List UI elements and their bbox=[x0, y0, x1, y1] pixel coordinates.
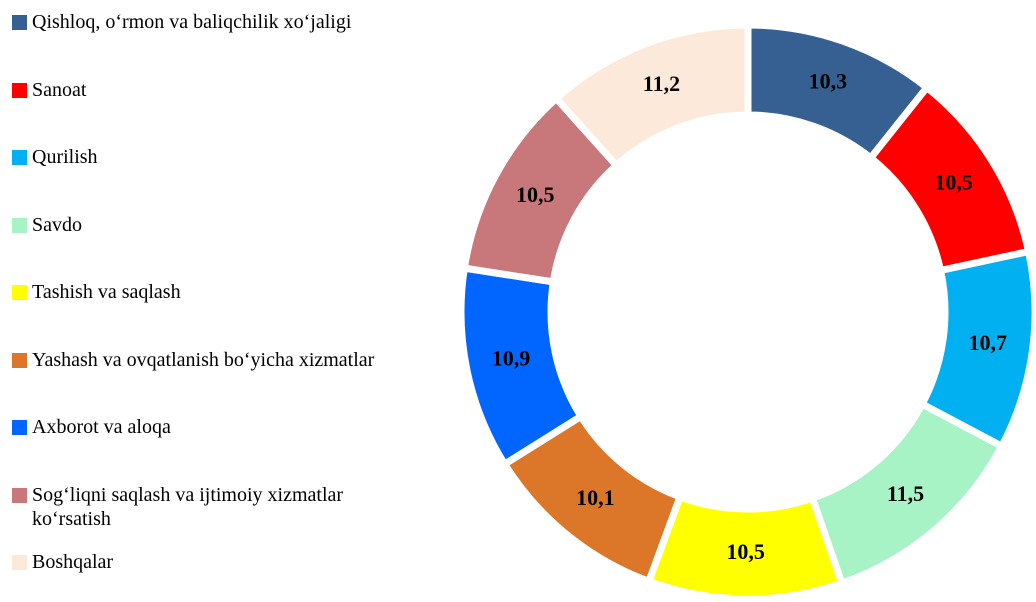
legend-swatch bbox=[12, 285, 27, 300]
legend-label: Boshqalar bbox=[32, 551, 114, 573]
legend-item: Qurilish bbox=[12, 145, 392, 169]
data-label: 10,5 bbox=[726, 539, 765, 564]
legend-swatch bbox=[12, 150, 27, 165]
legend-item: Boshqalar bbox=[12, 550, 392, 574]
legend-label: Sanoat bbox=[32, 78, 87, 101]
legend-label: Axborot va aloqa bbox=[32, 416, 171, 438]
legend-label: Savdo bbox=[32, 213, 82, 236]
data-label: 10,5 bbox=[934, 169, 973, 194]
legend-swatch bbox=[12, 555, 27, 570]
legend-item: Savdo bbox=[12, 213, 392, 237]
data-label: 10,5 bbox=[516, 182, 555, 207]
data-label: 11,5 bbox=[887, 481, 924, 506]
data-label: 11,2 bbox=[643, 71, 680, 96]
legend-item: Tashish va saqlash bbox=[12, 280, 392, 304]
legend-swatch bbox=[12, 82, 27, 98]
data-label: 10,3 bbox=[809, 69, 848, 94]
donut-segment bbox=[551, 21, 752, 171]
legend-item: Sog‘liqni saqlash va ijtimoiy xizmatlar … bbox=[12, 483, 392, 531]
legend-swatch bbox=[12, 15, 27, 30]
legend-label: Sog‘liqni saqlash va ijtimoiy xizmatlar … bbox=[32, 483, 344, 530]
data-label: 10,7 bbox=[968, 330, 1007, 355]
data-label: 10,1 bbox=[576, 485, 615, 510]
legend-swatch bbox=[12, 487, 27, 503]
legend-swatch bbox=[12, 352, 27, 368]
legend-label: Yashash va ovqatlanish bo‘yicha xizmatla… bbox=[32, 348, 375, 371]
legend-item: Qishloq, o‘rmon va baliqchilik xo‘jaligi bbox=[12, 10, 392, 34]
legend-label: Qurilish bbox=[32, 146, 98, 168]
legend-item: Sanoat bbox=[12, 78, 392, 102]
legend-swatch bbox=[12, 217, 27, 233]
legend-item: Yashash va ovqatlanish bo‘yicha xizmatla… bbox=[12, 348, 392, 372]
legend-item: Axborot va aloqa bbox=[12, 415, 392, 439]
legend-label: Qishloq, o‘rmon va baliqchilik xo‘jaligi bbox=[32, 11, 352, 33]
data-label: 10,9 bbox=[492, 346, 531, 371]
legend-label: Tashish va saqlash bbox=[32, 281, 181, 303]
legend-swatch bbox=[12, 420, 27, 435]
